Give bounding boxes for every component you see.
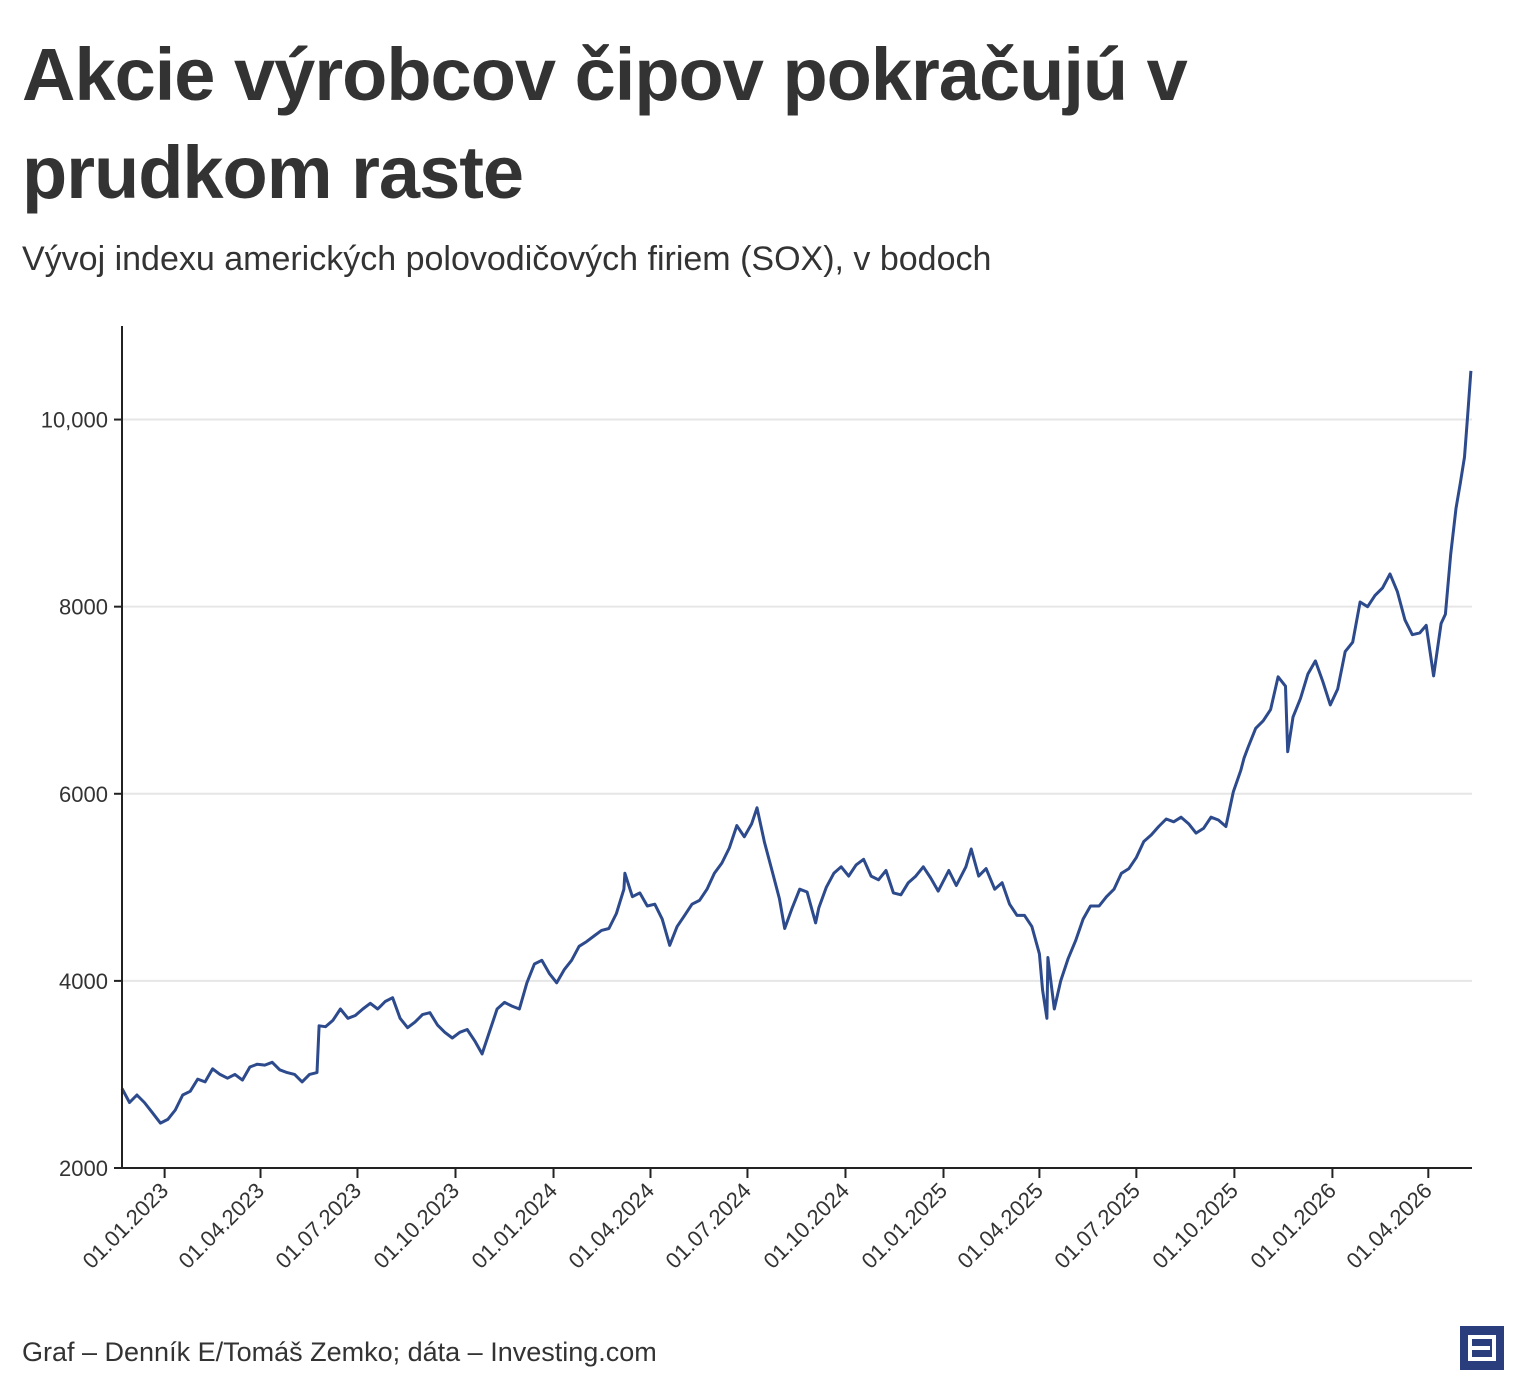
page-title: Akcie výrobcov čipov pokračujú v prudkom… — [22, 33, 1188, 214]
x-tick-label: 01.01.2025 — [857, 1178, 953, 1274]
denniky-e-logo-icon — [1460, 1326, 1504, 1370]
x-tick-label: 01.04.2025 — [952, 1178, 1048, 1274]
grid-lines — [122, 418, 1472, 982]
x-tick-label: 01.07.2023 — [270, 1178, 366, 1274]
x-tick-label: 01.04.2026 — [1341, 1178, 1437, 1274]
x-tick-label: 01.10.2024 — [758, 1178, 854, 1274]
x-tick-label: 01.10.2025 — [1147, 1178, 1243, 1274]
page-subtitle: Vývoj indexu amerických polovodičových f… — [22, 240, 992, 278]
x-tick-label: 01.07.2024 — [660, 1178, 756, 1274]
x-tick-label: 01.10.2023 — [369, 1178, 465, 1274]
x-tick-label: 01.04.2024 — [563, 1178, 659, 1274]
x-axis-ticks: 01.01.2023 01.04.2023 01.07.2023 01.10.2023… — [78, 1168, 1437, 1273]
x-tick-label: 01.01.2024 — [467, 1178, 563, 1274]
y-tick-label: 2000 — [59, 1156, 108, 1181]
y-axis-ticks: 2000 4000 6000 8000 10,000 — [41, 408, 122, 1181]
x-tick-label: 01.01.2023 — [78, 1178, 174, 1274]
x-tick-label: 01.04.2023 — [174, 1178, 270, 1274]
y-tick-label: 8000 — [59, 595, 108, 620]
series-line-sox — [120, 370, 1473, 1125]
x-tick-label: 01.07.2025 — [1049, 1178, 1145, 1274]
x-tick-label: 01.01.2026 — [1245, 1178, 1341, 1274]
y-tick-label: 4000 — [59, 969, 108, 994]
source-note: Graf – Denník E/Tomáš Zemko; dáta – Inve… — [22, 1337, 657, 1367]
y-tick-label: 10,000 — [41, 408, 108, 433]
y-tick-label: 6000 — [59, 782, 108, 807]
